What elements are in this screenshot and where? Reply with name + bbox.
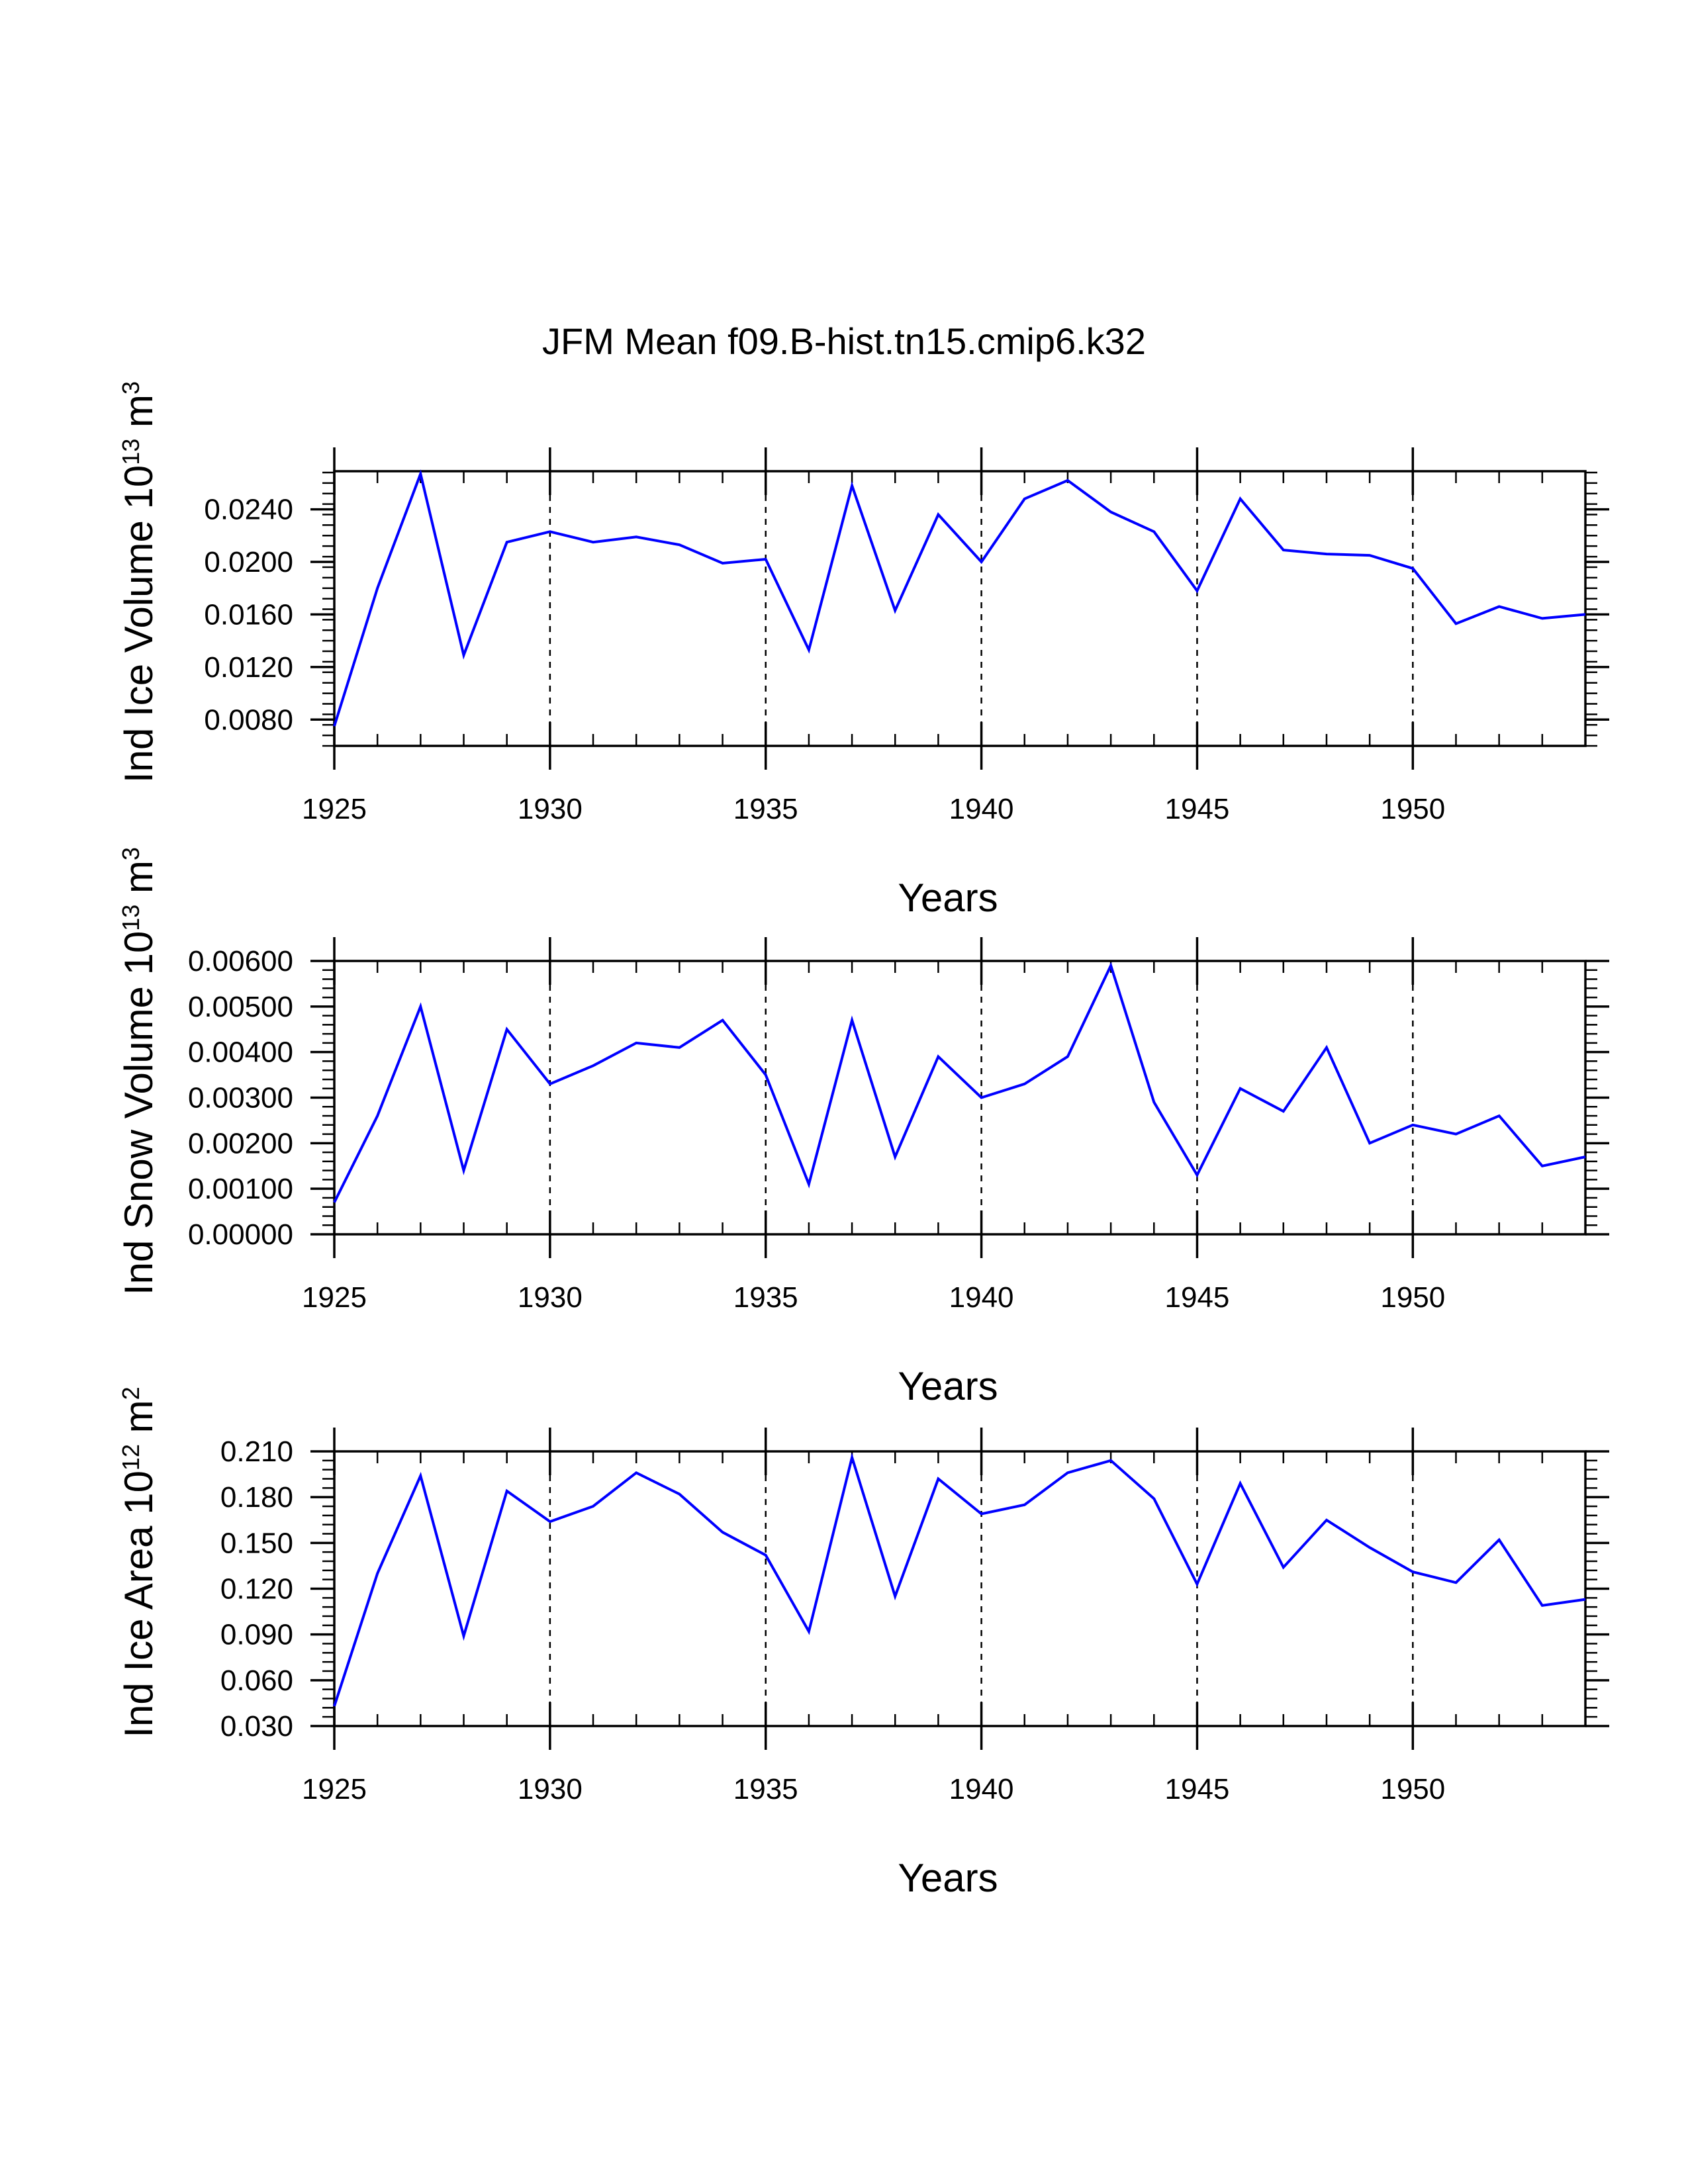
x-tick-label: 1950 — [1380, 1281, 1445, 1314]
y-tick-label: 0.150 — [220, 1527, 293, 1559]
y-tick-label: 0.00100 — [188, 1173, 293, 1205]
x-tick-label: 1945 — [1165, 1281, 1230, 1314]
y-tick-label: 0.00600 — [188, 945, 293, 978]
x-tick-label: 1930 — [518, 1281, 583, 1314]
y-tick-label: 0.00400 — [188, 1036, 293, 1069]
x-tick-label: 1940 — [949, 1773, 1014, 1805]
data-series-line — [333, 469, 1586, 727]
y-tick-label: 0.0080 — [204, 704, 293, 736]
y-axis-title-superscript: 13 — [117, 905, 144, 931]
x-tick-label: 1925 — [302, 793, 367, 825]
x-tick-label: 1945 — [1165, 1773, 1230, 1805]
y-tick-label: 0.090 — [220, 1619, 293, 1651]
y-tick-label: 0.00300 — [188, 1082, 293, 1115]
y-axis-title-superscript: 3 — [117, 847, 144, 860]
y-axis-title-part: Ind Ice Area 10 — [117, 1471, 161, 1738]
y-tick-label: 0.0160 — [204, 598, 293, 631]
plot-frame — [333, 960, 1587, 1236]
y-tick-label: 0.120 — [220, 1573, 293, 1606]
x-tick-label: 1940 — [949, 793, 1014, 825]
y-axis-title-part: Ind Ice Volume 10 — [117, 465, 161, 783]
y-tick-label: 0.060 — [220, 1664, 293, 1697]
x-tick-label: 1925 — [302, 1773, 367, 1805]
x-tick-label: 1935 — [733, 1281, 798, 1314]
y-axis-title: Ind Ice Area 1012 m2 — [117, 1387, 161, 1737]
y-axis-title-superscript: 12 — [117, 1444, 144, 1471]
y-tick-label: 0.0120 — [204, 651, 293, 684]
x-tick-label: 1930 — [518, 793, 583, 825]
y-tick-label: 0.00200 — [188, 1127, 293, 1160]
x-tick-label: 1940 — [949, 1281, 1014, 1314]
x-tick-label: 1945 — [1165, 793, 1230, 825]
x-tick-label: 1930 — [518, 1773, 583, 1805]
y-tick-label: 0.0240 — [204, 494, 293, 526]
y-axis-title-part: m — [117, 860, 161, 905]
x-tick-label: 1950 — [1380, 793, 1445, 825]
y-axis-title-superscript: 13 — [117, 439, 144, 465]
y-axis-title: Ind Snow Volume 1013 m3 — [117, 847, 161, 1295]
chart-panel-3: 1925 1930 1935 1940 1945 1950 0.030 0.060 0.090 0… — [117, 1387, 1609, 1900]
y-axis-title-part: m — [117, 1400, 161, 1444]
y-tick-label: 0.0200 — [204, 546, 293, 578]
data-series-line — [333, 962, 1586, 1203]
y-tick-label: 0.210 — [220, 1435, 293, 1468]
y-axis-title: Ind Ice Volume 1013 m3 — [117, 381, 161, 783]
y-axis-title-superscript: 2 — [117, 1387, 144, 1400]
panels: 1925 1930 1935 1940 1945 1950 0.0080 0.0120 0.01… — [117, 381, 1609, 1900]
y-tick-label: 0.180 — [220, 1481, 293, 1514]
x-axis-title: Years — [898, 1856, 998, 1900]
chart-panel-2: 1925 1930 1935 1940 1945 1950 0.00000 0.00100 0.… — [117, 847, 1609, 1408]
y-tick-label: 0.00000 — [188, 1218, 293, 1251]
figure-title: JFM Mean f09.B-hist.tn15.cmip6.k32 — [542, 320, 1146, 362]
x-tick-label: 1950 — [1380, 1773, 1445, 1805]
plot-frame — [333, 470, 1587, 747]
x-axis-title: Years — [898, 876, 998, 920]
chart-panel-1: 1925 1930 1935 1940 1945 1950 0.0080 0.0120 0.01… — [117, 381, 1609, 920]
y-axis-title-part: Ind Snow Volume 10 — [117, 931, 161, 1295]
x-axis-title: Years — [898, 1364, 998, 1408]
plot-frame — [333, 1450, 1587, 1727]
y-axis-title-superscript: 3 — [117, 381, 144, 394]
x-tick-label: 1935 — [733, 1773, 798, 1805]
x-tick-label: 1935 — [733, 793, 798, 825]
y-axis-title-part: m — [117, 394, 161, 439]
y-tick-label: 0.00500 — [188, 991, 293, 1023]
x-tick-label: 1925 — [302, 1281, 367, 1314]
data-series-line — [333, 1452, 1586, 1707]
y-tick-label: 0.030 — [220, 1710, 293, 1743]
